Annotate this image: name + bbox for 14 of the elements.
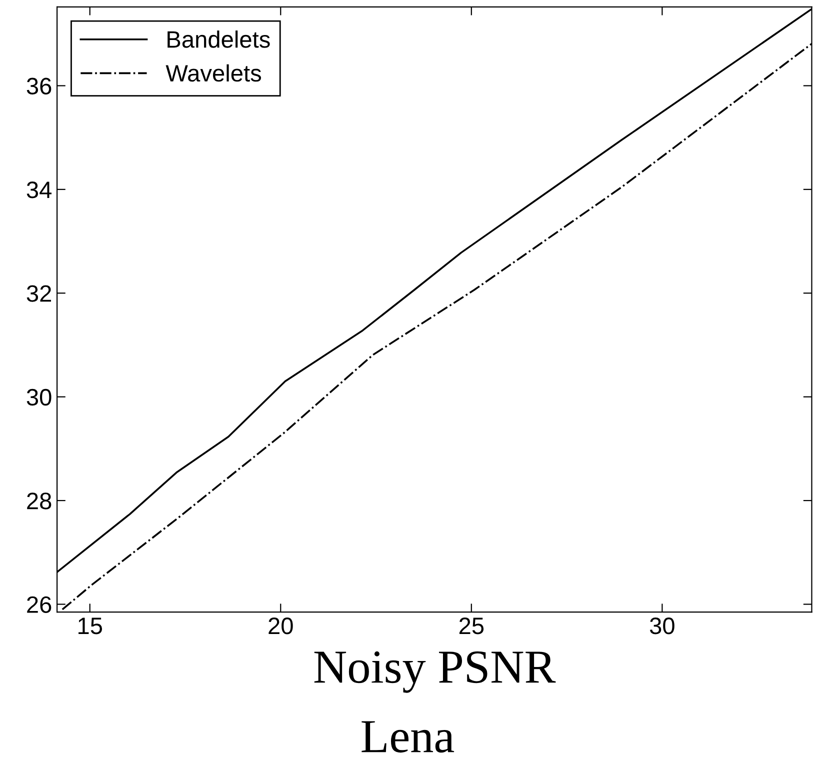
y-tick-label: 28	[27, 492, 52, 510]
x-tick-label: 15	[78, 618, 102, 634]
y-tick-label: 34	[26, 181, 52, 198]
legend-label: Bandelets	[168, 30, 270, 48]
text: Lena	[362, 721, 454, 753]
y-tick-label: 36	[26, 78, 52, 94]
x-axis-title: Noisy PSNR	[314, 651, 556, 693]
y-tick-label: 32	[26, 285, 52, 302]
y-tick-label: 26	[27, 596, 52, 614]
x-tick-label: 30	[650, 618, 674, 634]
legend-label: Wavelets	[166, 64, 262, 82]
x-tick-label: 25	[459, 618, 484, 634]
y-tick-label: 30	[26, 388, 52, 406]
x-tick-label: 20	[268, 618, 293, 634]
